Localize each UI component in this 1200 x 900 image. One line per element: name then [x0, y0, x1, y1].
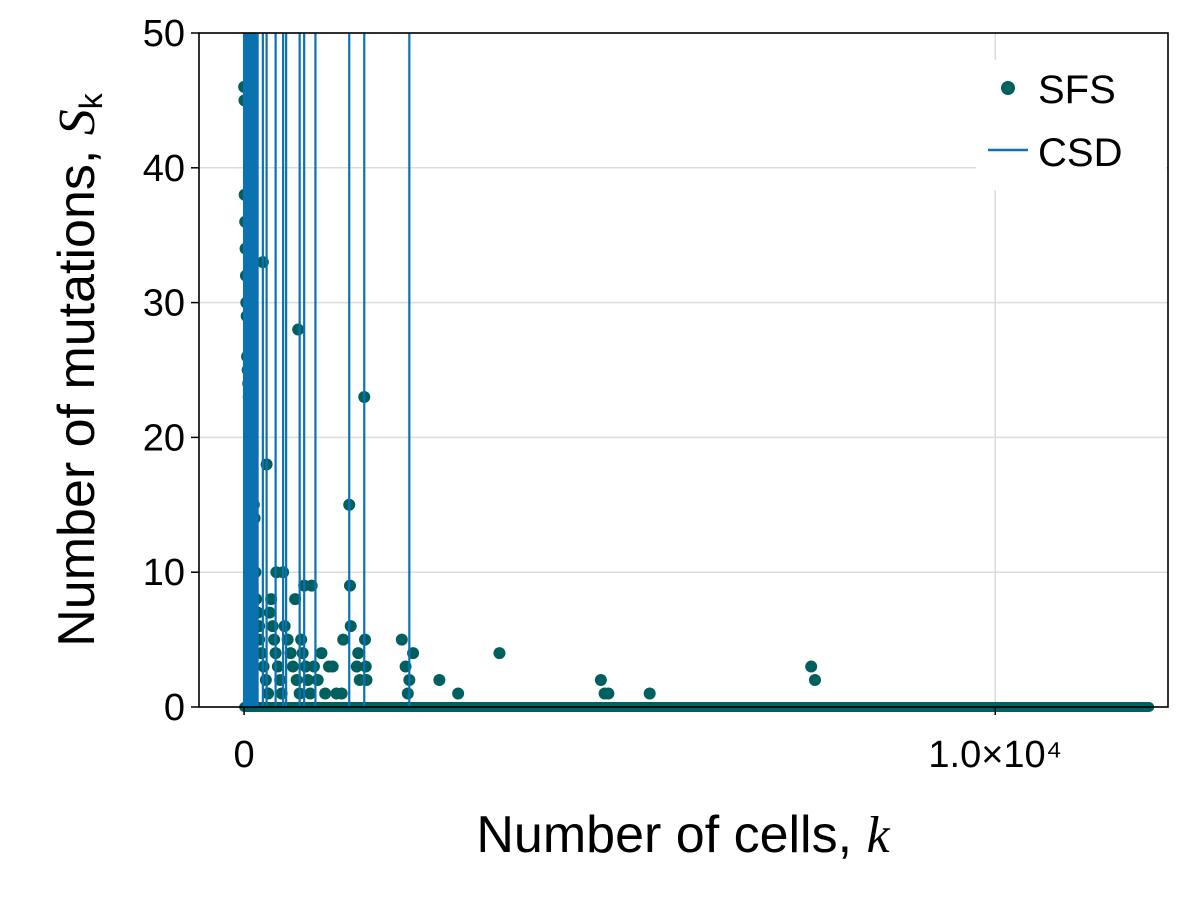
- y-axis-label-symbol: S: [49, 109, 106, 135]
- sfs-point: [275, 687, 288, 700]
- sfs-point: [352, 647, 365, 660]
- sfs-point: [295, 633, 308, 646]
- sfs-point: [433, 674, 446, 687]
- sfs-point: [265, 593, 278, 606]
- sfs-point: [315, 647, 328, 660]
- sfs-point: [281, 633, 294, 646]
- sfs-point: [643, 687, 656, 700]
- y-tick-label: 50: [143, 13, 185, 55]
- x-axis-label: Number of cells, k: [476, 806, 890, 864]
- axis-ticks: 0 10 20 30 40 50 0 1.0×10⁴: [143, 13, 1062, 776]
- sfs-point: [290, 674, 303, 687]
- x-axis-label-text: Number of cells,: [476, 806, 866, 864]
- y-tick-label: 40: [143, 148, 185, 190]
- sfs-point: [319, 687, 332, 700]
- y-axis-label-text: Number of mutations,: [48, 135, 106, 647]
- y-tick-label: 20: [143, 417, 185, 459]
- sfs-point: [359, 660, 372, 673]
- sfs-point: [307, 660, 320, 673]
- csd-lines: [242, 33, 411, 707]
- legend: SFS CSD: [976, 60, 1166, 190]
- y-axis-label-subscript: k: [73, 92, 109, 109]
- sfs-point: [452, 687, 465, 700]
- y-tick-label: 10: [143, 552, 185, 594]
- y-axis-label: Number of mutations, Sk: [48, 92, 109, 647]
- legend-sfs-label: SFS: [1038, 68, 1116, 112]
- sfs-point: [335, 687, 348, 700]
- sfs-point: [284, 647, 297, 660]
- sfs-point: [289, 593, 302, 606]
- sfs-point: [263, 606, 276, 619]
- sfs-point: [299, 660, 312, 673]
- sfs-point: [304, 687, 317, 700]
- plot-frame: [198, 32, 1169, 708]
- sfs-point: [350, 660, 363, 673]
- sfs-point: [326, 660, 339, 673]
- sfs-point: [266, 620, 279, 633]
- sfs-point: [360, 674, 373, 687]
- y-tick-label: 0: [164, 687, 185, 729]
- x-tick-label: 1.0×10⁴: [928, 734, 1062, 776]
- sfs-point: [805, 660, 818, 673]
- sfs-point: [401, 687, 414, 700]
- sfs-point: [602, 687, 615, 700]
- sfs-point: [808, 674, 821, 687]
- sfs-point: [292, 323, 305, 336]
- legend-sfs-marker: [1001, 81, 1015, 95]
- legend-csd-label: CSD: [1038, 131, 1122, 175]
- sfs-point: [395, 633, 408, 646]
- sfs-point: [268, 633, 281, 646]
- sfs-point: [296, 647, 309, 660]
- sfs-point: [311, 674, 324, 687]
- sfs-point: [594, 674, 607, 687]
- sfs-point: [286, 660, 299, 673]
- y-tick-label: 30: [143, 283, 185, 325]
- sfs-point: [493, 647, 506, 660]
- sfs-point: [278, 620, 291, 633]
- x-tick-label: 0: [233, 734, 254, 776]
- x-axis-label-symbol: k: [867, 807, 891, 864]
- sfs-point: [262, 687, 275, 700]
- sfs-point: [337, 633, 350, 646]
- sfs-point: [344, 620, 357, 633]
